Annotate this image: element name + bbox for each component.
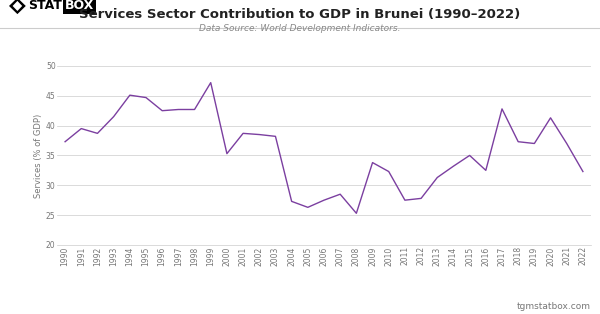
Text: STAT: STAT: [28, 0, 62, 13]
Text: Services Sector Contribution to GDP in Brunei (1990–2022): Services Sector Contribution to GDP in B…: [79, 8, 521, 21]
Text: BOX: BOX: [65, 0, 94, 13]
Y-axis label: Services (% of GDP): Services (% of GDP): [34, 113, 43, 198]
Text: Data Source: World Development Indicators.: Data Source: World Development Indicator…: [199, 24, 401, 33]
Text: tgmstatbox.com: tgmstatbox.com: [517, 302, 591, 311]
